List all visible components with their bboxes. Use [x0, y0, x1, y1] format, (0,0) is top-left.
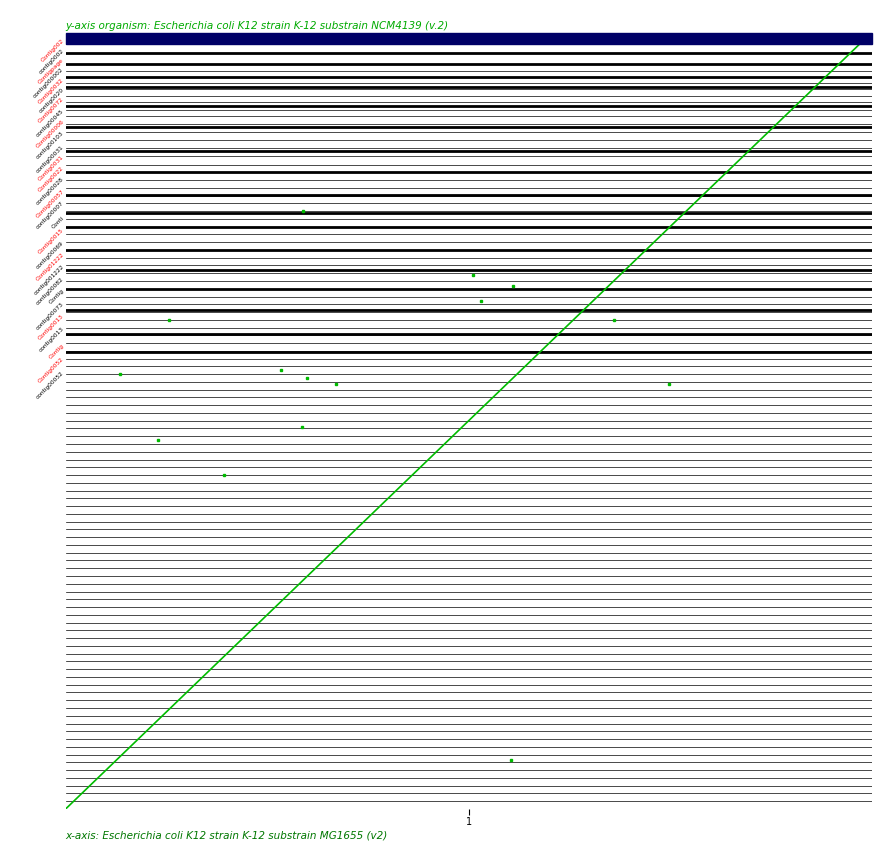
Text: Contig0013: Contig0013: [38, 313, 65, 341]
Text: Contig0052: Contig0052: [38, 357, 65, 384]
Text: Contig0031: Contig0031: [38, 154, 65, 181]
Text: Contig0032: Contig0032: [38, 77, 65, 105]
Text: Contig00006: Contig00006: [35, 119, 65, 150]
Text: contig00082: contig00082: [35, 276, 65, 306]
Text: contig00045: contig00045: [35, 109, 65, 138]
Text: contig00069: contig00069: [35, 241, 65, 270]
Text: Contig: Contig: [48, 343, 65, 360]
Text: contig00028: contig00028: [35, 176, 65, 206]
Text: contig001222: contig001222: [32, 264, 65, 296]
Text: Contig00057: Contig00057: [35, 188, 65, 218]
Text: contig0013: contig0013: [38, 326, 65, 353]
Text: contig0020: contig0020: [38, 86, 65, 114]
Text: Contig0015: Contig0015: [38, 228, 65, 255]
Text: y-axis organism: Escherichia coli K12 strain K-12 substrain NCM4139 (v.2): y-axis organism: Escherichia coli K12 st…: [66, 21, 449, 32]
Text: contig0002: contig0002: [38, 48, 65, 74]
Bar: [66, 33, 872, 45]
Text: Contig0022: Contig0022: [38, 166, 65, 193]
Text: Contig: Contig: [48, 288, 65, 306]
Text: contig00052: contig00052: [35, 370, 65, 400]
Text: Contig0072: Contig0072: [38, 96, 65, 123]
Text: x-axis: Escherichia coli K12 strain K-12 substrain MG1655 (v2): x-axis: Escherichia coli K12 strain K-12…: [66, 830, 388, 841]
Text: contig00031: contig00031: [35, 144, 65, 174]
Text: Contig002: Contig002: [40, 39, 65, 63]
Text: contig000002: contig000002: [32, 67, 65, 98]
Text: contig00073: contig00073: [35, 301, 65, 330]
Text: Contigpage: Contigpage: [38, 57, 65, 85]
Text: Conti: Conti: [51, 216, 65, 230]
Text: contig00007: contig00007: [35, 200, 65, 229]
Text: Contig01222: Contig01222: [35, 252, 65, 282]
Text: contig00103: contig00103: [35, 131, 65, 160]
